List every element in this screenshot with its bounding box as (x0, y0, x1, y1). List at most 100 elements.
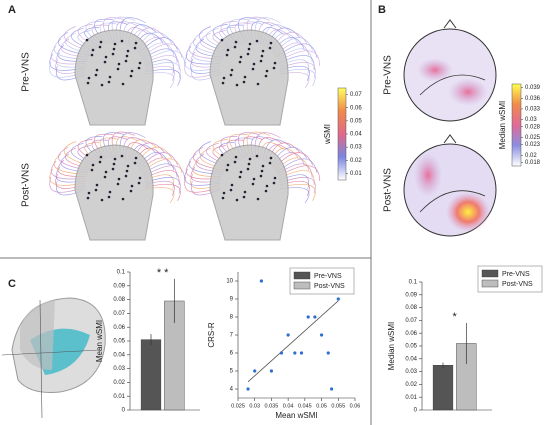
electrode (230, 68, 234, 72)
electrode (121, 82, 125, 86)
electrode (100, 198, 104, 202)
point (286, 333, 290, 337)
brain-3d (1, 297, 106, 419)
electrode (126, 164, 130, 168)
electrode (259, 59, 263, 63)
colorbar-tick-label: 0.025 (525, 135, 541, 141)
y-tick-label: 9 (230, 297, 234, 303)
electrode (86, 196, 90, 200)
y-tick-label: 4 (230, 387, 234, 393)
x-tick-label: 0.03 (249, 403, 260, 409)
electrode (261, 49, 265, 53)
point (306, 315, 310, 319)
electrode (261, 164, 265, 168)
x-tick-label: 0.06 (350, 403, 361, 409)
x-axis-label: Mean wSMI (275, 411, 317, 420)
colorbar (511, 83, 522, 167)
y-tick-label: 10 (226, 279, 233, 285)
x-tick-label: 0.05 (316, 403, 327, 409)
electrode (95, 68, 99, 72)
electrode (268, 161, 272, 165)
electrode (134, 41, 138, 45)
electrode (247, 47, 251, 51)
electrode (125, 54, 129, 58)
electrode (234, 155, 238, 159)
electrode (120, 154, 124, 158)
colorbar-label: Median wSMI (498, 101, 507, 149)
electrode (220, 153, 224, 157)
electrode (260, 169, 264, 173)
electrode (264, 74, 268, 78)
electrode (111, 167, 115, 171)
colorbar-tick-label: 0.05 (350, 118, 362, 124)
colorbar-tick-label: 0.06 (350, 105, 362, 111)
electrode (87, 191, 91, 195)
electrode (86, 81, 90, 85)
electrode (272, 66, 276, 70)
electrode (259, 174, 263, 178)
y-tick-label: 0.06 (113, 325, 125, 331)
y-axis-label: Mean wSMI (95, 320, 104, 362)
electrode (112, 47, 116, 51)
electrode (117, 62, 121, 66)
point (269, 369, 274, 373)
colorbar-tick-label: 0.036 (525, 96, 541, 102)
trend-line (247, 300, 339, 383)
colorbar-tick-label: 0.018 (525, 160, 541, 166)
electrode (133, 46, 137, 50)
y-axis-label: Median wSMI (387, 322, 396, 370)
bar (140, 339, 162, 411)
electrode (273, 176, 277, 180)
electrode (256, 82, 260, 86)
electrode (225, 168, 229, 172)
electrode (230, 183, 234, 187)
point (259, 279, 263, 283)
electrode (268, 46, 272, 50)
row-label: Pre-VNS (21, 52, 32, 92)
electrode (90, 53, 94, 57)
electrode (242, 195, 246, 199)
electrode (113, 42, 117, 46)
electrode (256, 197, 260, 201)
electrode (269, 156, 273, 160)
electrode (116, 182, 120, 186)
electrode (126, 49, 130, 53)
electrode (251, 67, 255, 71)
colorbar-tick-label: 0.039 (525, 85, 541, 91)
electrode (233, 160, 237, 164)
electrode (99, 40, 103, 44)
colorbar-tick-label: 0.033 (525, 107, 541, 113)
point (336, 297, 340, 301)
electrode (94, 188, 98, 192)
panel-label: B (378, 4, 386, 16)
legend-swatch (293, 281, 311, 290)
y-tick-label: 0 (122, 408, 126, 414)
electrode (138, 176, 142, 180)
y-tick-label: 8 (230, 315, 234, 321)
y-tick-label: 0.08 (405, 305, 417, 311)
electrode (95, 183, 99, 187)
colorbar-label: wSMI (323, 124, 332, 145)
electrode (137, 181, 141, 185)
electrode (235, 198, 239, 202)
y-axis-label: CRS-R (207, 322, 216, 348)
colorbar-tick-label: 0.03 (525, 117, 537, 123)
colorbar-tick-label: 0.07 (350, 92, 362, 98)
electrode (242, 80, 246, 84)
y-tick-label: 0.09 (113, 283, 125, 289)
electrode (130, 184, 134, 188)
point (313, 315, 317, 319)
electrode (229, 73, 233, 77)
electrode (85, 153, 89, 157)
electrode (255, 39, 259, 43)
electrode (221, 81, 225, 85)
electrode (98, 45, 102, 49)
point (330, 387, 334, 391)
significance: * (453, 311, 458, 323)
electrode (238, 60, 242, 64)
electrode (238, 175, 242, 179)
electrode (103, 175, 107, 179)
electrode (222, 191, 226, 195)
electrode (229, 188, 233, 192)
electrode (239, 170, 243, 174)
